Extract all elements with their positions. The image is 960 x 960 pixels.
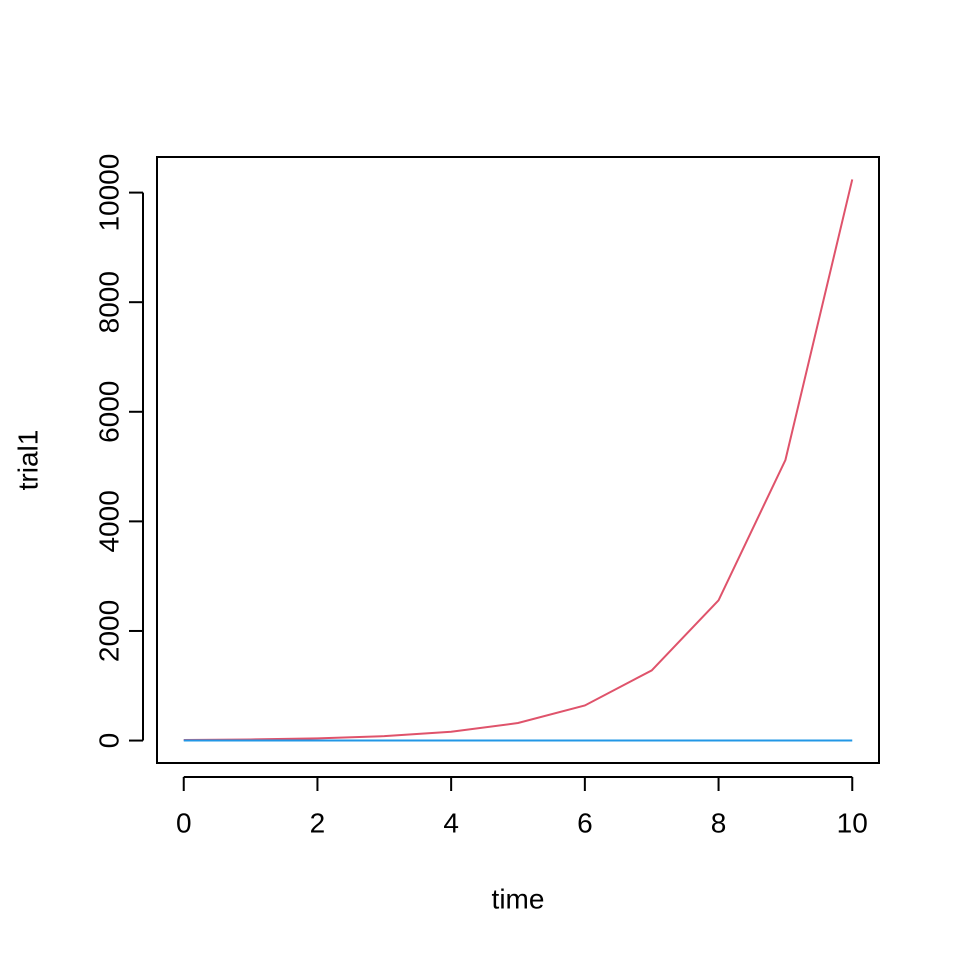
x-tick-label: 2 [310, 807, 326, 838]
plot-box [156, 156, 880, 764]
series-line [183, 179, 854, 742]
x-tick-label: 4 [443, 807, 459, 838]
y-axis-label: trial1 [12, 430, 43, 491]
y-tick-label: 2000 [93, 600, 124, 662]
x-tick-label: 8 [711, 807, 727, 838]
y-tick-label: 10000 [93, 154, 124, 232]
y-tick-label: 0 [93, 733, 124, 749]
y-tick-label: 6000 [93, 381, 124, 443]
x-tick-label: 0 [176, 807, 192, 838]
x-tick-label: 6 [577, 807, 593, 838]
y-tick-label: 4000 [93, 490, 124, 552]
x-axis-label: time [492, 883, 545, 914]
x-tick-label: 10 [837, 807, 868, 838]
y-tick-label: 8000 [93, 271, 124, 333]
